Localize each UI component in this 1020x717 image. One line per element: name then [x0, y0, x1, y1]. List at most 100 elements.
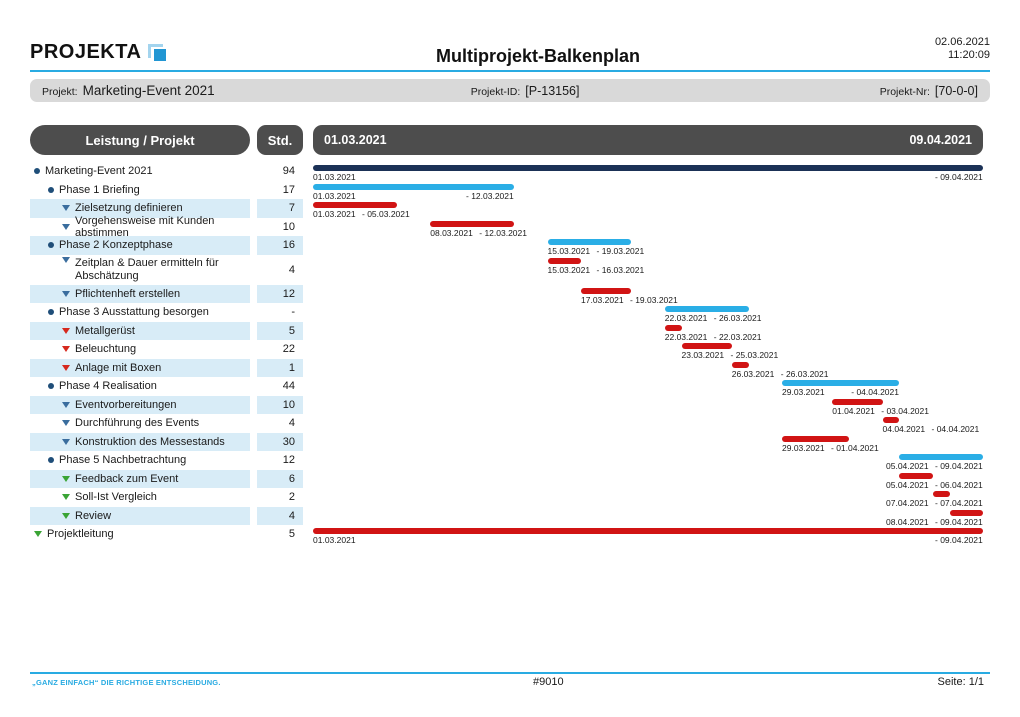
task-arrow-icon [62, 290, 70, 297]
gantt-bar [832, 398, 883, 405]
bar-end-date: - 04.04.2021 [851, 387, 899, 397]
task-arrow-icon [62, 223, 70, 230]
task-name-cell: Pflichtenheft erstellen [30, 284, 250, 303]
bar-start-date: 15.03.2021 [547, 264, 591, 275]
gantt-bar [782, 435, 849, 442]
task-arrow-icon [62, 364, 70, 371]
task-name-cell: Feedback zum Event [30, 469, 250, 488]
table-row: Review 4 08.04.2021 - 09.04.2021 [30, 506, 990, 527]
table-row: Vorgehensweise mit Kunden abstimmen 10 0… [30, 214, 990, 239]
bar-end-date: - 12.03.2021 [466, 190, 514, 201]
bar-start-date: 04.04.2021 [882, 424, 926, 434]
timeline-start-date: 01.03.2021 [324, 133, 387, 147]
bar-end-date: - 06.04.2021 [935, 479, 983, 490]
gantt-bar [430, 220, 514, 227]
project-nr-value: [70-0-0] [934, 83, 978, 98]
gantt-bar [782, 380, 900, 386]
table-row: Beleuchtung 22 23.03.2021 - 25.03.2021 [30, 340, 990, 360]
task-label: Konstruktion des Messestands [75, 435, 225, 448]
task-hours: 5 [288, 528, 295, 541]
bar-end-date: - 09.04.2021 [935, 172, 983, 182]
phase-bullet-icon [48, 383, 54, 390]
table-row: Projektleitung 5 01.03.2021 - 09.04.2021 [30, 525, 990, 545]
task-hours: 16 [257, 236, 303, 255]
bar-end-date: - 26.03.2021 [780, 368, 829, 379]
print-datetime: 02.06.2021 11:20:09 [935, 36, 990, 62]
bar-start-date: 29.03.2021 [782, 442, 825, 453]
bar-start-date: 01.03.2021 [313, 209, 356, 219]
bar-start-date: 29.03.2021 [782, 387, 825, 397]
project-id-value: [P-13156] [525, 83, 580, 98]
bar-end-date: - 01.04.2021 [831, 442, 879, 453]
bar-end-date: - 09.04.2021 [935, 516, 983, 527]
task-arrow-icon [62, 401, 70, 408]
task-hours: 10 [282, 220, 295, 233]
task-name-cell: Beleuchtung [30, 340, 250, 359]
task-label: Zeitplan & Dauer ermitteln für Abschätzu… [75, 256, 219, 282]
bar-start-date: 26.03.2021 [731, 368, 775, 379]
bar-start-date: 07.04.2021 [886, 498, 929, 508]
task-label: Durchführung des Events [75, 417, 200, 430]
gantt-bar [899, 454, 983, 460]
task-name-cell: Phase 2 Konzeptphase [30, 236, 250, 255]
task-hours: 1 [257, 358, 303, 377]
gantt-row: 01.03.2021 - 05.03.2021 [313, 199, 983, 219]
task-hours: 7 [257, 199, 303, 218]
project-name-group: Projekt: Marketing-Event 2021 [42, 83, 374, 98]
phase-bullet-icon [48, 186, 54, 193]
task-arrow-icon [62, 494, 70, 501]
task-name-cell: Vorgehensweise mit Kunden abstimmen [30, 214, 250, 239]
task-arrow-icon [34, 531, 42, 538]
gantt-row: 22.03.2021 - 26.03.2021 [313, 303, 983, 323]
task-hours: 4 [257, 506, 303, 525]
bar-start-date: 15.03.2021 [547, 246, 591, 256]
table-row: Durchführung des Events 4 04.04.2021 - 0… [30, 414, 990, 434]
bar-end-date: - 22.03.2021 [713, 331, 762, 342]
task-hours: 30 [257, 432, 303, 451]
table-row: Phase 1 Briefing 17 01.03.2021 - 12.03.2… [30, 181, 990, 201]
task-label: Metallgerüst [75, 324, 135, 337]
bar-start-date: 01.03.2021 [313, 190, 356, 201]
task-name-cell: Review [30, 506, 250, 525]
bar-end-date: - 05.03.2021 [362, 209, 410, 219]
logo-text: PROJEKTA [30, 41, 142, 63]
bar-start-date: 01.04.2021 [832, 405, 875, 416]
table-row: Phase 3 Ausstattung besorgen - 22.03.202… [30, 303, 990, 323]
bar-end-date: - 16.03.2021 [596, 264, 645, 275]
table-row: Anlage mit Boxen 1 26.03.2021 - 26.03.20… [30, 358, 990, 379]
gantt-row: 01.03.2021 - 12.03.2021 [313, 181, 983, 201]
gantt-bar [932, 491, 950, 497]
bar-end-date: - 25.03.2021 [730, 350, 779, 360]
table-row: Marketing-Event 2021 94 01.03.2021 - 09.… [30, 162, 990, 182]
app-logo: PROJEKTA [30, 41, 167, 64]
gantt-row: 04.04.2021 - 04.04.2021 [313, 414, 983, 434]
table-row: Phase 2 Konzeptphase 16 15.03.2021 - 19.… [30, 236, 990, 256]
gantt-row: 29.03.2021 - 01.04.2021 [313, 433, 983, 453]
task-arrow-icon [62, 438, 70, 445]
gantt-bar [949, 509, 983, 516]
task-hours: 17 [282, 183, 295, 196]
bar-start-date: 05.04.2021 [886, 479, 929, 490]
table-row: Zeitplan & Dauer ermitteln für Abschätzu… [30, 255, 990, 285]
footer-slogan: „GANZ EINFACH“ DIE RICHTIGE ENTSCHEIDUNG… [32, 678, 221, 687]
gantt-bar [313, 165, 983, 171]
gantt-bar [547, 239, 632, 245]
task-hours: 44 [282, 380, 295, 393]
header-divider [30, 70, 990, 72]
table-row: Phase 5 Nachbetrachtung 12 05.04.2021 - … [30, 451, 990, 471]
column-header-hours: Std. [257, 125, 303, 155]
project-id-group: Projekt-ID: [P-13156] [374, 84, 676, 98]
bar-start-date: 23.03.2021 [681, 350, 725, 360]
task-arrow-icon [62, 420, 70, 427]
task-label: Phase 4 Realisation [59, 380, 157, 393]
task-label: Eventvorbereitungen [75, 398, 177, 411]
task-label: Projektleitung [47, 528, 114, 541]
project-info-bar: Projekt: Marketing-Event 2021 Projekt-ID… [30, 79, 990, 102]
bar-end-date: - 19.03.2021 [596, 246, 645, 256]
task-label: Phase 1 Briefing [59, 183, 140, 196]
project-name: Marketing-Event 2021 [82, 83, 215, 98]
bar-end-date: - 04.04.2021 [931, 424, 980, 434]
gantt-row: 01.03.2021 - 09.04.2021 [313, 162, 983, 182]
task-label: Vorgehensweise mit Kunden abstimmen [75, 214, 215, 239]
phase-bullet-icon [48, 242, 54, 249]
